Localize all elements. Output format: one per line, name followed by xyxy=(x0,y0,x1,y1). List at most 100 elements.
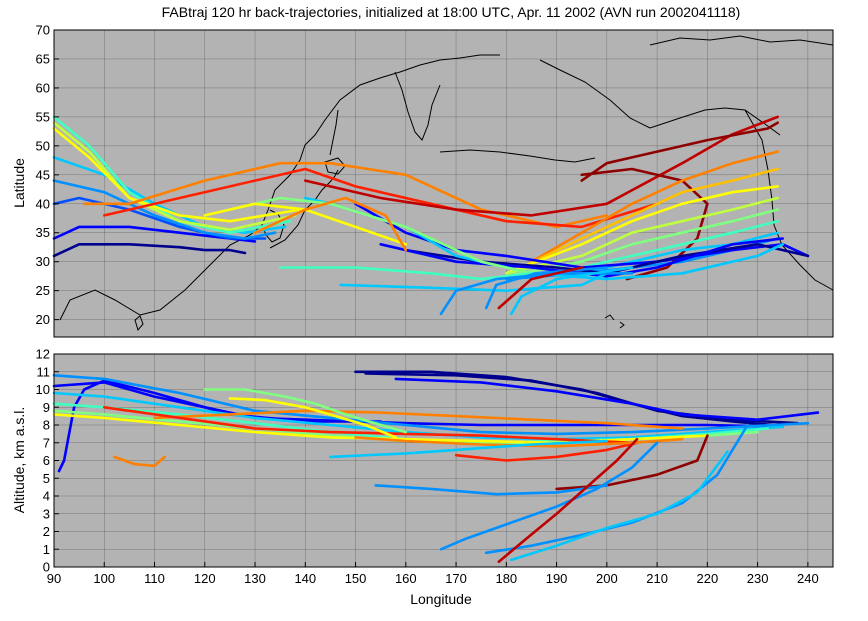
map-y-axis-label: Latitude xyxy=(11,158,27,208)
altitude-trajectory-line-19 xyxy=(374,484,609,496)
map-grid xyxy=(54,30,833,337)
altitude-y-tick-label: 8 xyxy=(43,418,50,433)
x-tick-label: 90 xyxy=(47,571,61,586)
altitude-y-tick-label: 0 xyxy=(43,560,50,575)
altitude-y-tick-label: 11 xyxy=(37,364,51,379)
map-trajectory-line-33 xyxy=(497,266,584,310)
map-plot-area xyxy=(54,30,833,337)
altitude-trajectory-line-5 xyxy=(52,373,810,436)
map-trajectory-line-11 xyxy=(580,121,780,182)
x-tick-label: 230 xyxy=(747,571,769,586)
map-trajectory-line-28 xyxy=(278,266,533,281)
map-y-tick-label: 40 xyxy=(36,196,50,211)
coastline-sakhalin xyxy=(329,109,339,156)
map-axes-frame xyxy=(53,29,834,338)
map-y-tick-label: 50 xyxy=(36,138,50,153)
altitude-trajectory-line-10 xyxy=(153,409,684,430)
coastline-aleutians xyxy=(439,149,596,163)
x-tick-label: 210 xyxy=(646,571,668,586)
chart-title: FABtraj 120 hr back-trajectories, initia… xyxy=(162,4,741,20)
altitude-y-tick-label: 10 xyxy=(36,382,50,397)
coastline-alaska xyxy=(539,59,781,136)
altitude-trajectory-line-18 xyxy=(329,439,609,459)
x-tick-label: 160 xyxy=(395,571,417,586)
map-trajectory-line-17 xyxy=(504,208,780,278)
x-tick-label: 200 xyxy=(596,571,618,586)
coastline-arctic xyxy=(649,35,834,46)
coastline-hokkaido xyxy=(324,157,346,175)
altitude-y-tick-label: 1 xyxy=(43,542,50,557)
map-trajectories xyxy=(52,115,810,316)
altitude-plot-area xyxy=(54,354,833,567)
altitude-y-axis-label: Altitude, km a.s.l. xyxy=(11,407,27,514)
altitude-trajectory-line-1 xyxy=(364,372,800,425)
altitude-trajectory-line-12 xyxy=(454,441,639,462)
map-trajectory-line-25 xyxy=(228,196,533,275)
altitude-y-tick-label: 4 xyxy=(43,489,50,504)
map-trajectory-line-30 xyxy=(439,271,634,316)
map-trajectory-line-6 xyxy=(52,121,297,232)
coastline-taiwan xyxy=(134,315,144,332)
x-tick-label: 240 xyxy=(797,571,819,586)
longitude-x-axis-label: Longitude xyxy=(410,591,472,607)
map-trajectory-line-23 xyxy=(379,237,785,278)
x-tick-label: 140 xyxy=(294,571,316,586)
map-y-tick-label: 25 xyxy=(36,283,50,298)
map-trajectory-line-16 xyxy=(504,196,780,275)
altitude-trajectories xyxy=(52,370,820,564)
altitude-y-tick-label: 2 xyxy=(43,524,50,539)
longitude-x-tick-labels: 90 100 110 120 130 140 150 160 170 180 190 200 210 22… xyxy=(47,562,819,586)
altitude-trajectory-line-16 xyxy=(203,388,408,434)
map-y-tick-label: 70 xyxy=(36,23,50,38)
map-trajectory-line-14 xyxy=(520,167,780,269)
map-y-tick-label: 35 xyxy=(36,225,50,240)
x-tick-label: 150 xyxy=(345,571,367,586)
map-trajectory-line-9 xyxy=(103,167,659,229)
map-y-tick-label: 30 xyxy=(36,254,50,269)
altitude-y-tick-label: 12 xyxy=(36,347,50,362)
coastline-kamchatka xyxy=(394,71,441,141)
map-trajectory-line-12 xyxy=(580,167,709,281)
altitude-y-tick-label: 6 xyxy=(43,453,50,468)
altitude-trajectory-line-22 xyxy=(509,450,729,562)
altitude-trajectory-line-2 xyxy=(394,377,820,422)
x-tick-label: 110 xyxy=(144,571,165,586)
map-y-tick-label: 45 xyxy=(36,167,50,182)
x-tick-label: 120 xyxy=(194,571,216,586)
altitude-y-tick-label: 3 xyxy=(43,506,50,521)
map-trajectory-line-7 xyxy=(52,127,302,223)
map-y-tick-label: 55 xyxy=(36,109,50,124)
map-trajectory-line-29 xyxy=(339,271,609,293)
altitude-trajectory-line-23 xyxy=(497,437,639,564)
map-trajectory-line-27 xyxy=(253,196,408,252)
map-y-tick-label: 65 xyxy=(36,51,50,66)
coastline-hawaii xyxy=(604,314,625,329)
coastline-north-america xyxy=(744,109,834,291)
map-panel: 20 25 30 35 40 45 50 55 60 65 70 Latitude xyxy=(11,23,834,338)
altitude-y-tick-label: 5 xyxy=(43,471,50,486)
map-trajectory-line-15 xyxy=(504,185,780,275)
altitude-trajectory-line-14 xyxy=(113,455,166,468)
map-y-tick-label: 20 xyxy=(36,312,50,327)
x-tick-label: 170 xyxy=(445,571,467,586)
x-tick-label: 190 xyxy=(546,571,568,586)
altitude-trajectory-line-20 xyxy=(439,441,659,551)
altitude-trajectory-line-11 xyxy=(103,405,634,445)
altitude-trajectory-line-21 xyxy=(484,423,749,555)
altitude-trajectory-line-17 xyxy=(228,397,398,439)
altitude-y-tick-label: 9 xyxy=(43,400,50,415)
altitude-y-tick-label: 7 xyxy=(43,435,50,450)
map-trajectory-line-0 xyxy=(52,243,247,258)
x-tick-label: 130 xyxy=(244,571,266,586)
map-y-tick-label: 60 xyxy=(36,80,50,95)
map-trajectory-line-8 xyxy=(82,161,609,229)
x-tick-label: 180 xyxy=(495,571,517,586)
map-trajectory-line-13 xyxy=(530,150,780,264)
map-trajectory-line-3 xyxy=(52,179,277,240)
coastline-asia xyxy=(59,54,500,321)
x-tick-label: 220 xyxy=(697,571,719,586)
map-y-tick-labels: 20 25 30 35 40 45 50 55 60 65 70 xyxy=(36,23,59,327)
